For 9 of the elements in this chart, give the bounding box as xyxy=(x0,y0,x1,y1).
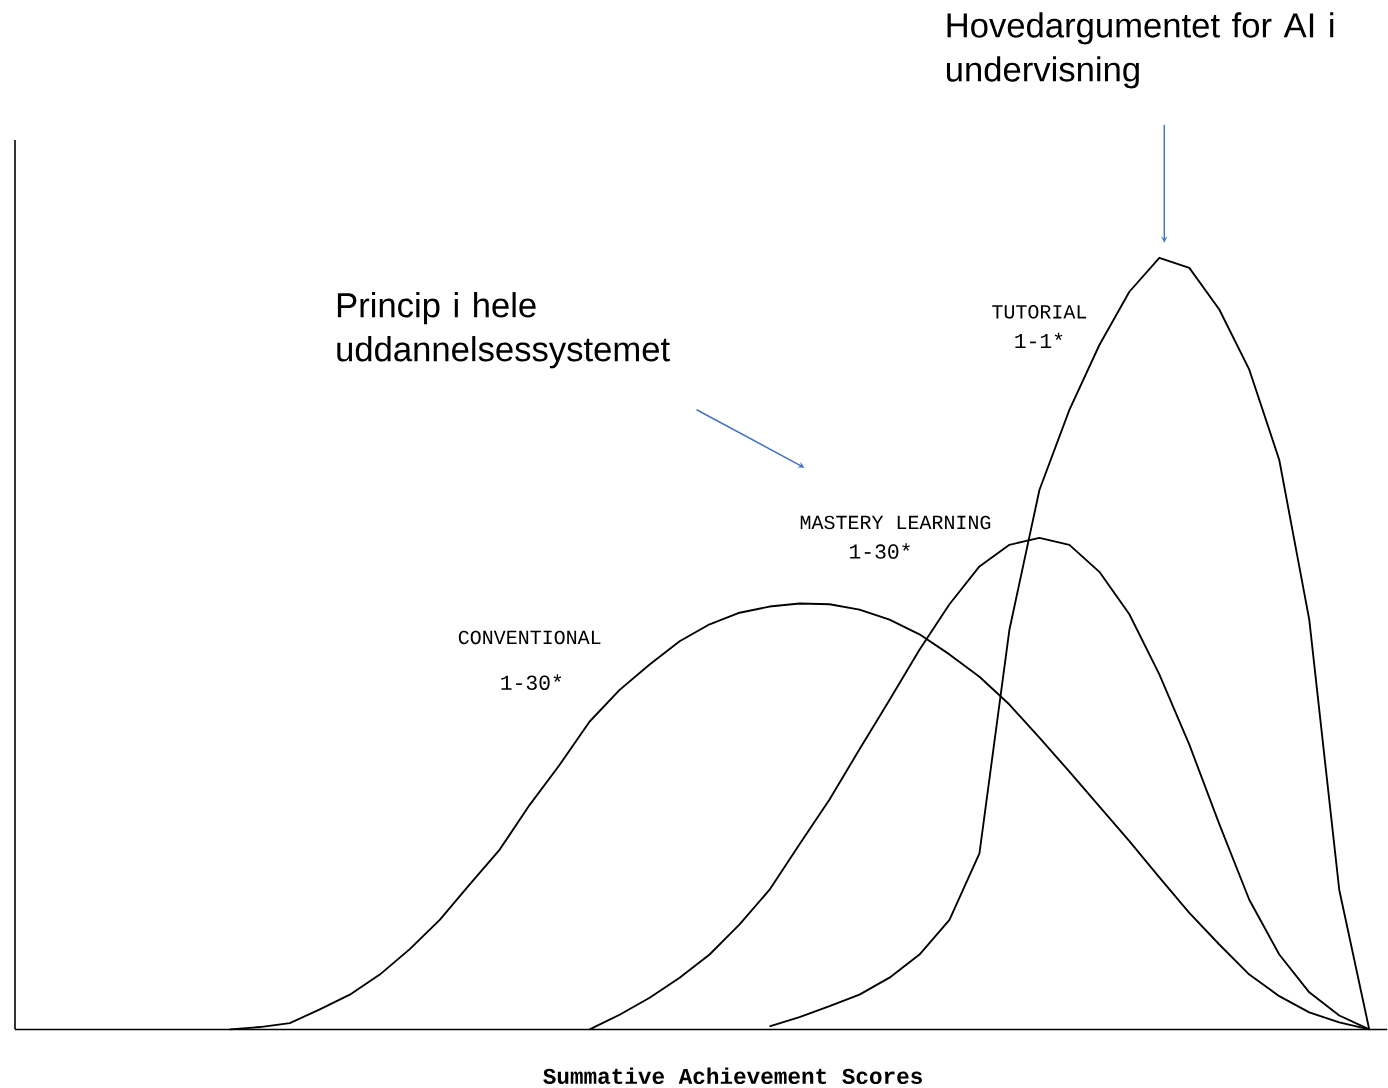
x-axis-title: Summative Achievement Scores xyxy=(543,1067,922,1084)
text: Hovedargumentet for AI i undervisning xyxy=(946,12,1334,89)
annotation: Princip i hele uddannelsessystemet xyxy=(337,291,670,369)
annotation: 1-1* xyxy=(1015,332,1063,348)
series-label: TUTORIAL xyxy=(992,304,1087,319)
text: CONVENTIONAL xyxy=(458,630,601,644)
annotation: 1-30* xyxy=(501,674,562,690)
annotation: 1-30* xyxy=(850,542,910,559)
series-label: MASTERY LEARNING xyxy=(800,515,991,529)
